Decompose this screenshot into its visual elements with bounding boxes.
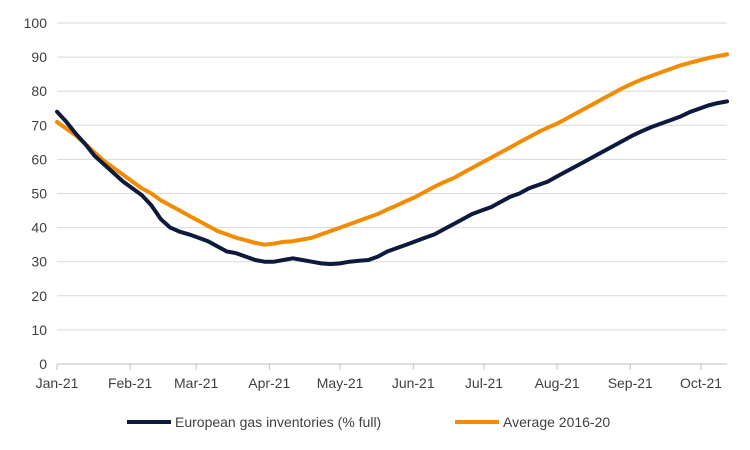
y-tick-label-100: 100: [24, 15, 48, 31]
x-axis-ticks: Jan-21 Feb-21 Mar-21 Apr-21 May-21 Jun-21 Jul-…: [36, 364, 722, 391]
x-tick-label-May-21: May-21: [317, 375, 364, 391]
x-tick-label-Mar-21: Mar-21: [174, 375, 219, 391]
y-tick-label-40: 40: [31, 220, 47, 236]
x-tick-label-Oct-21: Oct-21: [680, 375, 722, 391]
legend-label-average-2016-20: Average 2016-20: [503, 414, 610, 430]
y-tick-label-10: 10: [31, 322, 47, 338]
y-tick-label-50: 50: [31, 186, 47, 202]
x-tick-label-Jan-21: Jan-21: [36, 375, 79, 391]
series-line-average-2016-20: [55, 52, 729, 247]
x-tick-label-Jul-21: Jul-21: [465, 375, 503, 391]
series-line-gas-inventories: [55, 99, 729, 267]
series-group: [55, 52, 729, 267]
y-tick-label-60: 60: [31, 151, 47, 167]
legend-label-gas-inventories: European gas inventories (% full): [175, 414, 381, 430]
y-tick-label-90: 90: [31, 49, 47, 65]
x-tick-label-Sep-21: Sep-21: [608, 375, 653, 391]
x-tick-label-Aug-21: Aug-21: [535, 375, 580, 391]
x-tick-label-Apr-21: Apr-21: [248, 375, 290, 391]
y-tick-label-30: 30: [31, 254, 47, 270]
y-tick-label-80: 80: [31, 83, 47, 99]
x-tick-label-Jun-21: Jun-21: [392, 375, 435, 391]
y-tick-label-20: 20: [31, 288, 47, 304]
y-axis: 0 10 20 30 40 50 60 70 80 90 100: [24, 15, 48, 372]
gridlines: [57, 22, 727, 331]
x-tick-label-Feb-21: Feb-21: [108, 375, 153, 391]
y-tick-label-0: 0: [39, 356, 47, 372]
legend: European gas inventories (% full) Average…: [127, 414, 610, 430]
y-tick-label-70: 70: [31, 117, 47, 133]
